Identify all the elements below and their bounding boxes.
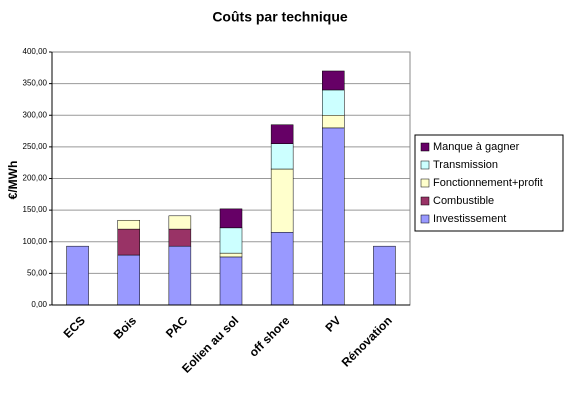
bar-segment [270,143,294,170]
legend-swatch [420,196,430,206]
bar-segment [117,228,140,256]
y-tick-label: 100,00 [23,237,48,246]
bar-segment [270,124,294,144]
legend-swatch [420,160,430,170]
bar-segment [373,245,396,306]
x-tick-label: PV [322,313,343,334]
y-tick-label: 250,00 [23,142,48,151]
bar-segment [322,89,345,116]
legend-swatch [420,178,430,188]
bar-segment [168,245,192,306]
chart-title: Coûts par technique [212,9,348,25]
x-tick-label: Rénovation [339,313,395,369]
bar-segment [219,256,243,306]
legend-swatch [420,214,430,224]
x-tick-label: PAC [163,313,190,340]
bar-segment [219,252,243,258]
legend-box [414,134,564,232]
bar-segment [219,208,243,229]
legend-label: Manque à gagner [433,141,520,153]
bar-segment [322,70,345,91]
y-axis-label: €/MWh [6,161,20,200]
y-tick-label: 300,00 [23,110,48,119]
bar-segment [322,127,345,306]
legend-swatch [420,142,430,152]
x-tick-label: Bois [111,313,140,342]
bar-segment [270,168,294,233]
legend-label: Investissement [433,213,506,225]
bar-segment [168,228,192,247]
bar-segment [219,227,243,254]
y-tick-label: 0,00 [31,300,47,309]
bar-segment [168,215,192,230]
y-tick-label: 50,00 [27,268,48,277]
y-tick-label: 200,00 [23,174,48,183]
y-tick-label: 350,00 [23,79,48,88]
x-tick-label: off shore [246,313,292,359]
y-tick-label: 400,00 [23,47,48,56]
legend-label: Fonctionnement+profit [433,177,543,189]
y-tick-label: 150,00 [23,205,48,214]
legend-label: Transmission [433,159,498,171]
bar-segment [270,232,294,306]
bar-segment [66,245,89,306]
bar-segment [117,219,140,230]
bar-segment [322,115,345,129]
bar-segment [117,254,140,306]
x-tick-label: ECS [61,313,88,340]
legend-label: Combustible [433,195,494,207]
